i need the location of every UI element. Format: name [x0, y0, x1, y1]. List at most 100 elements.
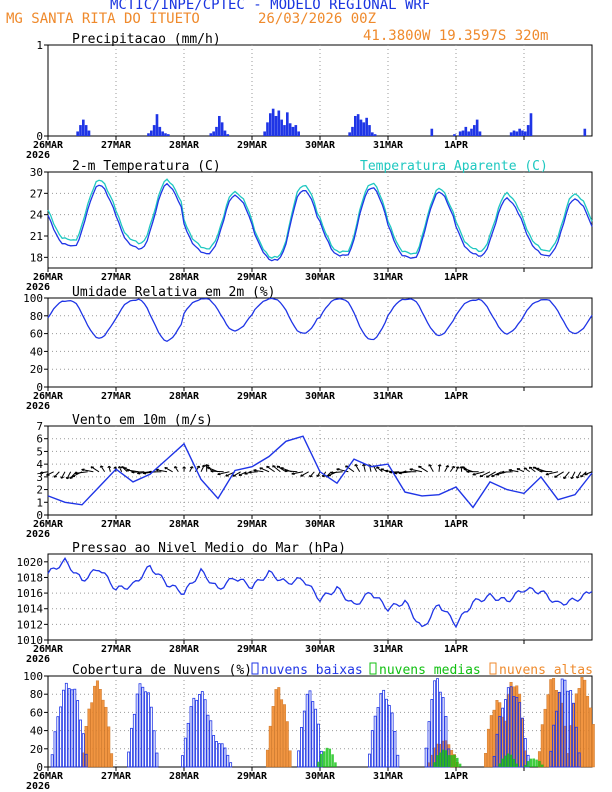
panel-5: 1010 1012 1014 1016 1018 1020 26MAR 27MAR 28MAR 2…	[17, 553, 593, 665]
wind-vector-head	[447, 465, 450, 468]
high-cloud-bar	[588, 707, 592, 768]
x-tick-label: 1APR	[444, 519, 469, 530]
precip-bar	[82, 119, 85, 136]
wind-vector	[189, 466, 193, 473]
wind-vector-head	[232, 474, 235, 477]
low-cloud-bar	[223, 747, 227, 768]
low-cloud-bar	[368, 753, 371, 768]
wind-vector	[428, 464, 434, 473]
low-cloud-bar	[385, 698, 388, 768]
wind-vector	[90, 466, 100, 473]
low-cloud-bar	[59, 706, 63, 768]
wind-vector	[75, 471, 88, 474]
mid-cloud-bar	[320, 753, 323, 767]
wind-vector	[108, 466, 111, 472]
low-cloud-bar	[212, 735, 216, 768]
wind-vector-head	[466, 470, 470, 473]
mid-cloud-bar	[441, 749, 445, 767]
low-cloud-bar	[229, 762, 233, 768]
precip-bar	[368, 125, 371, 136]
x-tick-label: 26MAR	[33, 391, 64, 402]
x-tick-label: 1APR	[444, 771, 469, 782]
y-tick-label: 5	[36, 445, 43, 458]
wind-vector	[100, 465, 106, 473]
high-cloud-bar	[540, 724, 544, 768]
mid-cloud-bar	[498, 763, 502, 767]
low-cloud-bar	[76, 700, 80, 768]
low-cloud-bar	[70, 689, 74, 768]
low-cloud-bar	[569, 690, 573, 768]
wind-vector-head	[575, 476, 578, 479]
wind-vector-head	[491, 474, 493, 477]
wind-vector-head	[389, 470, 392, 473]
x-tick-label: 28MAR	[169, 140, 200, 151]
y-tick-label: 4	[36, 458, 43, 471]
x-tick-label: 30MAR	[305, 272, 336, 283]
wind-vector	[194, 465, 200, 473]
legend-apparent-temperature: Temperatura Aparente (C)	[360, 159, 548, 174]
y-tick-label: 21	[30, 230, 43, 243]
wind-vector-head	[539, 469, 543, 472]
precip-bar	[164, 133, 167, 136]
precip-bar	[87, 130, 91, 136]
low-cloud-bar	[393, 731, 397, 768]
wind-vector-head	[316, 474, 318, 477]
precip-bar	[359, 119, 363, 136]
low-cloud-bar	[379, 693, 383, 768]
low-cloud-bar	[308, 690, 312, 768]
wind-vector-head	[206, 464, 210, 467]
low-cloud-bar	[492, 755, 496, 768]
x-tick-label: 28MAR	[169, 771, 200, 782]
wind-vector	[576, 471, 582, 479]
low-cloud-bar	[518, 702, 522, 768]
wind-vector-head	[191, 466, 194, 469]
wind-vector	[389, 471, 400, 473]
y-tick-label: 80	[30, 310, 43, 323]
wind-vector-head	[131, 470, 135, 473]
wind-vector-head	[148, 470, 152, 473]
low-cloud-bar	[396, 754, 400, 768]
wind-vector-head	[485, 475, 488, 478]
panel-1: 0 1 26MAR 27MAR 28MAR 29MAR 30MAR 31MAR 1APR 2026	[26, 39, 593, 161]
low-cloud-bar	[555, 710, 558, 768]
legend-low-cloud: nuvens baixas	[261, 663, 363, 678]
mid-cloud-bar	[529, 758, 533, 767]
wind-vector	[259, 467, 270, 473]
wind-vector	[66, 471, 72, 480]
wind-vector	[232, 471, 241, 477]
x-tick-label: 29MAR	[237, 140, 268, 151]
x-tick-label: 26MAR	[33, 771, 64, 782]
panel-title-wind: Vento em 10m (m/s)	[72, 413, 213, 428]
mid-cloud-bar	[504, 755, 507, 767]
wind-vector-head	[384, 469, 389, 472]
y-tick-label: 1014	[17, 603, 44, 616]
low-cloud-bar	[552, 724, 556, 768]
precip-bar	[266, 122, 269, 136]
x-tick-label: 26MAR	[33, 272, 64, 283]
wind-vector-head	[327, 473, 330, 477]
wind-vector-head	[330, 471, 334, 474]
wind-vector-head	[183, 466, 187, 469]
mid-cloud-bar	[515, 763, 519, 767]
low-cloud-bar	[147, 692, 150, 768]
wind-vector-head	[182, 466, 185, 469]
low-cloud-bar	[181, 755, 184, 768]
wind-vector	[455, 466, 459, 472]
wind-vector-head	[100, 465, 104, 468]
wind-vector-head	[363, 463, 366, 467]
wind-vector-head	[291, 472, 295, 475]
high-cloud-bar	[93, 685, 97, 768]
low-cloud-bar	[311, 701, 315, 768]
precip-bar	[220, 122, 224, 136]
wind-vector	[155, 469, 168, 473]
wind-vector	[571, 471, 576, 479]
chart-title: MCTIC/INPE/CPTEC - MODELO REGIONAL WRF	[110, 0, 431, 13]
mid-cloud-bar	[526, 761, 530, 767]
y-tick-label: 20	[30, 363, 43, 376]
low-cloud-bar	[387, 705, 391, 768]
wind-vector-head	[376, 466, 380, 469]
wind-vector-head	[204, 464, 207, 467]
wind-vector-head	[126, 468, 130, 471]
low-cloud-bar	[138, 683, 142, 768]
